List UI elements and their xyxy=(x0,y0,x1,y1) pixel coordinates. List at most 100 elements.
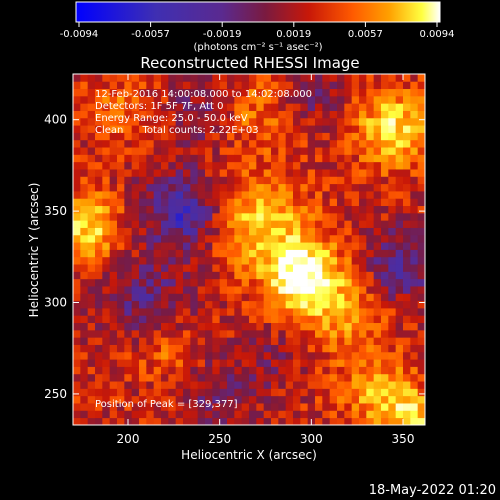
heatmap-cell xyxy=(307,329,316,338)
heatmap-cell xyxy=(153,308,162,316)
heatmap-cell xyxy=(263,191,272,199)
heatmap-cell xyxy=(293,176,301,185)
heatmap-cell xyxy=(300,388,309,397)
heatmap-cell xyxy=(124,322,133,331)
heatmap-cell xyxy=(388,264,397,272)
heatmap-cell xyxy=(124,264,133,272)
heatmap-cell xyxy=(131,388,140,397)
heatmap-cell xyxy=(395,220,404,228)
heatmap-cell xyxy=(403,81,411,90)
heatmap-cell xyxy=(417,388,426,397)
heatmap-cell xyxy=(161,293,169,302)
heatmap-cell xyxy=(197,329,206,338)
heatmap-cell xyxy=(388,125,397,133)
heatmap-cell xyxy=(285,337,294,345)
heatmap-cell xyxy=(307,220,316,228)
heatmap-cell xyxy=(95,205,103,214)
heatmap-cell xyxy=(102,256,111,265)
heatmap-cell xyxy=(388,344,397,353)
heatmap-cell xyxy=(373,351,382,360)
heatmap-cell xyxy=(80,147,89,155)
heatmap-cell xyxy=(263,234,272,243)
heatmap-cell xyxy=(256,264,265,272)
heatmap-cell xyxy=(417,88,426,97)
heatmap-cell xyxy=(271,344,279,353)
heatmap-cell xyxy=(95,381,103,389)
heatmap-cell xyxy=(117,117,125,126)
heatmap-cell xyxy=(183,249,191,258)
heatmap-cell xyxy=(131,227,140,236)
heatmap-cell xyxy=(381,110,389,119)
heatmap-cell xyxy=(329,183,338,192)
heatmap-cell xyxy=(161,169,169,177)
heatmap-cell xyxy=(212,373,221,382)
heatmap-cell xyxy=(139,388,147,397)
heatmap-cell xyxy=(417,205,426,214)
heatmap-cell xyxy=(190,410,199,419)
heatmap-cell xyxy=(373,103,382,111)
heatmap-cell xyxy=(359,381,367,389)
y-tick-label: 250 xyxy=(44,387,67,401)
heatmap-cell xyxy=(80,103,89,111)
heatmap-cell xyxy=(161,249,169,258)
heatmap-cell xyxy=(293,373,301,382)
heatmap-cell xyxy=(168,234,177,243)
heatmap-cell xyxy=(329,271,338,280)
heatmap-cell xyxy=(197,286,206,294)
heatmap-cell xyxy=(417,271,426,280)
heatmap-cell xyxy=(212,308,221,316)
heatmap-cell xyxy=(271,169,279,177)
heatmap-cell xyxy=(73,191,81,199)
heatmap-cell xyxy=(183,183,191,192)
heatmap-cell xyxy=(175,169,184,177)
heatmap-cell xyxy=(278,227,287,236)
heatmap-cell xyxy=(227,249,235,258)
heatmap-cell xyxy=(227,366,235,375)
heatmap-cell xyxy=(329,234,338,243)
heatmap-cell xyxy=(234,329,243,338)
heatmap-cell xyxy=(205,176,213,185)
heatmap-cell xyxy=(307,227,316,236)
heatmap-cell xyxy=(293,154,301,163)
heatmap-cell xyxy=(219,212,228,221)
heatmap-cell xyxy=(388,278,397,287)
heatmap-cell xyxy=(146,410,155,419)
heatmap-cell xyxy=(395,322,404,331)
heatmap-cell xyxy=(109,286,118,294)
heatmap-cell xyxy=(131,125,140,133)
heatmap-cell xyxy=(241,220,250,228)
heatmap-cell xyxy=(256,95,265,104)
heatmap-cell xyxy=(344,161,353,170)
heatmap-cell xyxy=(117,212,125,221)
heatmap-cell xyxy=(373,308,382,316)
heatmap-cell xyxy=(175,351,184,360)
heatmap-cell xyxy=(205,410,213,419)
heatmap-cell xyxy=(315,88,323,97)
heatmap-cell xyxy=(329,329,338,338)
heatmap-cell xyxy=(109,191,118,199)
heatmap-cell xyxy=(161,264,169,272)
heatmap-cell xyxy=(87,308,96,316)
heatmap-cell xyxy=(124,293,133,302)
heatmap-cell xyxy=(95,169,103,177)
heatmap-cell xyxy=(153,359,162,367)
heatmap-cell xyxy=(175,154,184,163)
heatmap-cell xyxy=(175,278,184,287)
heatmap-cell xyxy=(337,344,345,353)
heatmap-cell xyxy=(95,95,103,104)
heatmap-cell xyxy=(417,322,426,331)
heatmap-cell xyxy=(227,234,235,243)
heatmap-cell xyxy=(359,264,367,272)
heatmap-cell xyxy=(329,344,338,353)
heatmap-cell xyxy=(212,366,221,375)
heatmap-cell xyxy=(285,147,294,155)
heatmap-cell xyxy=(395,139,404,148)
heatmap-cell xyxy=(197,249,206,258)
heatmap-cell xyxy=(212,183,221,192)
heatmap-cell xyxy=(102,271,111,280)
heatmap-cell xyxy=(395,403,404,411)
heatmap-cell xyxy=(109,242,118,250)
heatmap-cell xyxy=(249,256,257,265)
heatmap-cell xyxy=(337,249,345,258)
heatmap-cell xyxy=(219,132,228,141)
